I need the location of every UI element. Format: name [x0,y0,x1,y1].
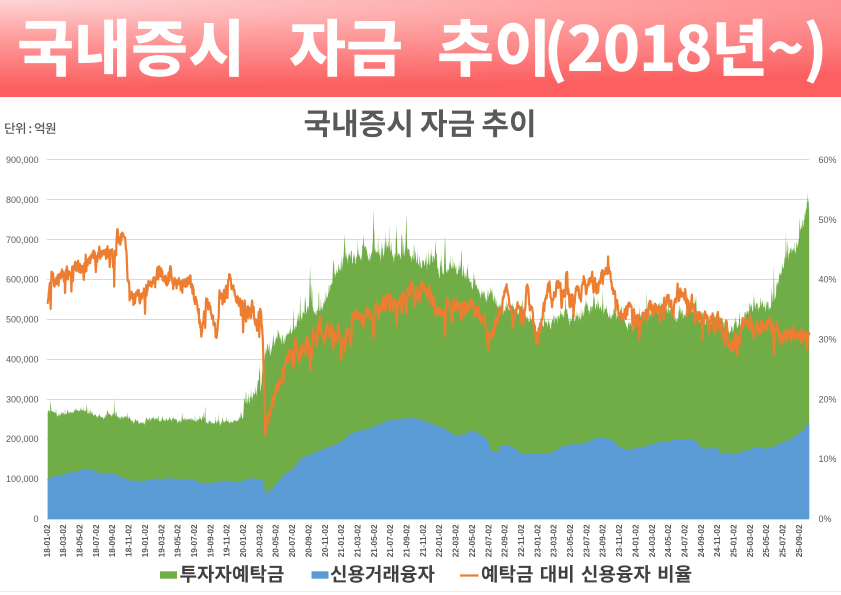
svg-text:22-01-02: 22-01-02 [435,524,444,557]
svg-text:18-01-02: 18-01-02 [43,524,52,557]
svg-text:18-03-02: 18-03-02 [59,524,68,557]
svg-text:20-11-02: 20-11-02 [321,524,330,557]
svg-text:20-03-02: 20-03-02 [255,524,264,557]
svg-text:19-09-02: 19-09-02 [206,524,215,557]
svg-text:24-09-02: 24-09-02 [697,524,706,557]
svg-text:700,000: 700,000 [6,235,39,245]
svg-text:23-05-02: 23-05-02 [566,524,575,557]
svg-text:22-03-02: 22-03-02 [452,524,461,557]
svg-text:40%: 40% [819,275,837,285]
svg-text:600,000: 600,000 [6,275,39,285]
svg-text:19-01-02: 19-01-02 [141,524,150,557]
svg-text:800,000: 800,000 [6,195,39,205]
svg-text:23-07-02: 23-07-02 [582,524,591,557]
svg-text:21-03-02: 21-03-02 [354,524,363,557]
svg-text:24-05-02: 24-05-02 [664,524,673,557]
svg-text:23-03-02: 23-03-02 [550,524,559,557]
svg-text:19-11-02: 19-11-02 [223,524,232,557]
svg-text:19-07-02: 19-07-02 [190,524,199,557]
svg-text:19-05-02: 19-05-02 [174,524,183,557]
svg-text:25-07-02: 25-07-02 [779,524,788,557]
svg-text:0%: 0% [819,514,832,524]
svg-text:21-09-02: 21-09-02 [403,524,412,557]
svg-text:23-11-02: 23-11-02 [615,524,624,557]
svg-text:18-11-02: 18-11-02 [125,524,134,557]
svg-text:21-07-02: 21-07-02 [386,524,395,557]
svg-text:18-07-02: 18-07-02 [92,524,101,557]
svg-text:400,000: 400,000 [6,354,39,364]
svg-text:200,000: 200,000 [6,434,39,444]
svg-text:20-07-02: 20-07-02 [288,524,297,557]
svg-text:20%: 20% [819,394,837,404]
svg-text:23-01-02: 23-01-02 [533,524,542,557]
svg-text:900,000: 900,000 [6,155,39,165]
svg-text:10%: 10% [819,454,837,464]
svg-text:21-01-02: 21-01-02 [337,524,346,557]
svg-text:24-03-02: 24-03-02 [648,524,657,557]
svg-text:22-09-02: 22-09-02 [501,524,510,557]
svg-text:22-05-02: 22-05-02 [468,524,477,557]
svg-text:500,000: 500,000 [6,315,39,325]
svg-text:60%: 60% [819,155,837,165]
svg-text:50%: 50% [819,215,837,225]
svg-text:20-01-02: 20-01-02 [239,524,248,557]
svg-text:23-09-02: 23-09-02 [599,524,608,557]
svg-text:300,000: 300,000 [6,394,39,404]
svg-text:0: 0 [33,514,38,524]
svg-text:19-03-02: 19-03-02 [157,524,166,557]
svg-text:25-09-02: 25-09-02 [795,524,804,557]
svg-text:24-11-02: 24-11-02 [713,524,722,557]
svg-text:21-05-02: 21-05-02 [370,524,379,557]
svg-text:21-11-02: 21-11-02 [419,524,428,557]
svg-text:100,000: 100,000 [6,474,39,484]
svg-text:20-09-02: 20-09-02 [304,524,313,557]
svg-text:20-05-02: 20-05-02 [272,524,281,557]
svg-text:25-03-02: 25-03-02 [746,524,755,557]
svg-text:22-11-02: 22-11-02 [517,524,526,557]
svg-text:18-05-02: 18-05-02 [76,524,85,557]
svg-text:22-07-02: 22-07-02 [484,524,493,557]
svg-text:24-07-02: 24-07-02 [681,524,690,557]
svg-text:18-09-02: 18-09-02 [108,524,117,557]
svg-text:25-01-02: 25-01-02 [730,524,739,557]
svg-text:25-05-02: 25-05-02 [762,524,771,557]
svg-text:24-01-02: 24-01-02 [631,524,640,557]
svg-text:30%: 30% [819,335,837,345]
